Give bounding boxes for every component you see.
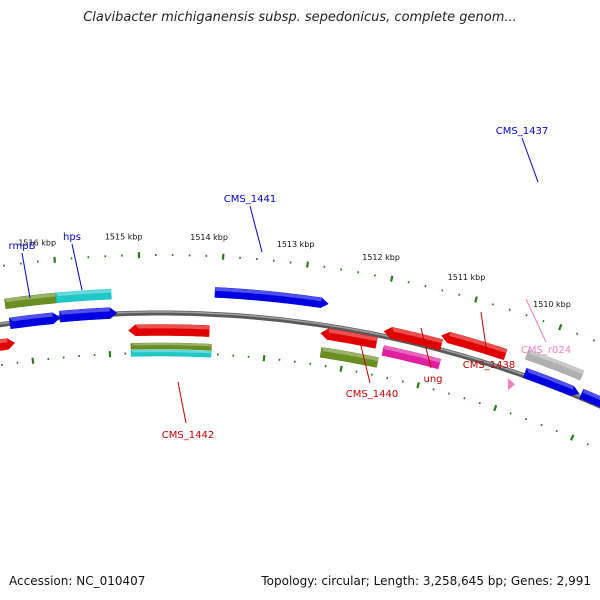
genome-stats-text: Topology: circular; Length: 3,258,645 bp… xyxy=(261,574,591,588)
leader-line xyxy=(521,137,539,183)
scale-labels: 1516 kbp 1515 kbp 1514 kbp 1513 kbp 1512 kbp… xyxy=(18,233,571,310)
cds-cms1438 xyxy=(441,331,508,361)
cds-rmpb xyxy=(8,312,61,330)
tick-mark xyxy=(474,296,478,303)
map-title: Clavibacter michiganensis subsp. sepedon… xyxy=(83,10,517,25)
tick-tracks xyxy=(1,252,596,446)
tick-mark xyxy=(493,404,498,412)
leader-line xyxy=(21,252,31,299)
tick-mark xyxy=(586,443,589,446)
tick-mark xyxy=(524,417,528,421)
leader-line xyxy=(249,205,263,253)
cds-ung xyxy=(383,327,444,351)
cds-cms1437 xyxy=(522,367,580,396)
tick-mark xyxy=(478,401,481,405)
cds-cms1440 xyxy=(320,328,378,349)
tick-mark xyxy=(31,357,35,364)
tick-mark xyxy=(558,324,563,331)
cds-hps-cyan xyxy=(55,288,112,304)
tick-mark xyxy=(432,388,435,391)
scale-label: 1512 kbp xyxy=(362,253,400,262)
leader-line xyxy=(525,298,547,343)
scale-label: 1514 kbp xyxy=(190,233,228,242)
cds-edge-red xyxy=(0,338,16,351)
cds-hps xyxy=(59,307,118,323)
tick-mark xyxy=(463,397,466,400)
tick-mark xyxy=(508,308,511,311)
cds-cms1442-olive xyxy=(130,342,212,351)
tick-mark xyxy=(542,319,545,323)
gene-label: CMS_1441 xyxy=(224,194,276,205)
cds-cms1441 xyxy=(214,287,329,308)
scale-label: 1513 kbp xyxy=(277,240,315,249)
tick-mark xyxy=(339,365,343,372)
cds-cms1437-grey xyxy=(524,349,585,381)
tick-mark xyxy=(306,261,309,268)
scale-label: 1516 kbp xyxy=(18,239,56,248)
cds-cms1442-cyan xyxy=(130,349,212,358)
scale-label: 1511 kbp xyxy=(448,273,486,282)
tick-mark xyxy=(525,314,528,317)
tick-mark xyxy=(53,256,56,263)
cds-cms1442 xyxy=(128,324,210,337)
leader-line xyxy=(177,381,187,424)
leader-line xyxy=(71,243,83,291)
gene-label: CMS_1438 xyxy=(463,360,515,371)
tick-mark xyxy=(555,429,558,433)
gene-label: rmpB xyxy=(9,241,36,252)
scale-label: 1515 kbp xyxy=(105,233,143,242)
tick-mark xyxy=(401,380,404,383)
leader-line xyxy=(480,311,488,355)
rna-cms-r024 xyxy=(508,378,516,391)
tick-mark xyxy=(592,339,596,342)
cds-edge-blue xyxy=(579,388,600,408)
leader-line xyxy=(359,341,371,384)
label-leaders xyxy=(21,137,547,424)
gene-label: hps xyxy=(63,232,81,243)
gene-label: ung xyxy=(423,374,442,385)
tick-mark xyxy=(447,392,450,395)
tick-mark xyxy=(509,412,512,415)
gene-label: CMS_r024 xyxy=(521,345,571,356)
leader-line xyxy=(420,327,432,369)
gene-labels: rmpB hps CMS_1441 CMS_1437 CMS_1442 CMS_1440 u… xyxy=(9,126,572,441)
cds-rmpb-olive xyxy=(4,292,57,310)
tick-mark xyxy=(262,355,266,362)
tick-mark xyxy=(390,275,394,282)
gene-label: CMS_1440 xyxy=(346,389,398,400)
tick-mark xyxy=(576,332,579,335)
tick-mark xyxy=(416,382,420,389)
gene-label: CMS_1437 xyxy=(496,126,548,137)
tick-mark xyxy=(491,303,494,306)
cds-cms1440-olive xyxy=(319,347,379,368)
tick-mark xyxy=(458,293,461,296)
feature-arrows xyxy=(0,287,600,408)
cds-ung-magenta xyxy=(381,345,442,370)
tick-mark xyxy=(424,285,427,288)
gene-label: CMS_1442 xyxy=(162,430,214,441)
accession-text: Accession: NC_010407 xyxy=(9,574,146,588)
scale-label: 1510 kbp xyxy=(533,300,571,309)
tick-mark xyxy=(540,423,543,427)
tick-mark xyxy=(570,434,575,441)
